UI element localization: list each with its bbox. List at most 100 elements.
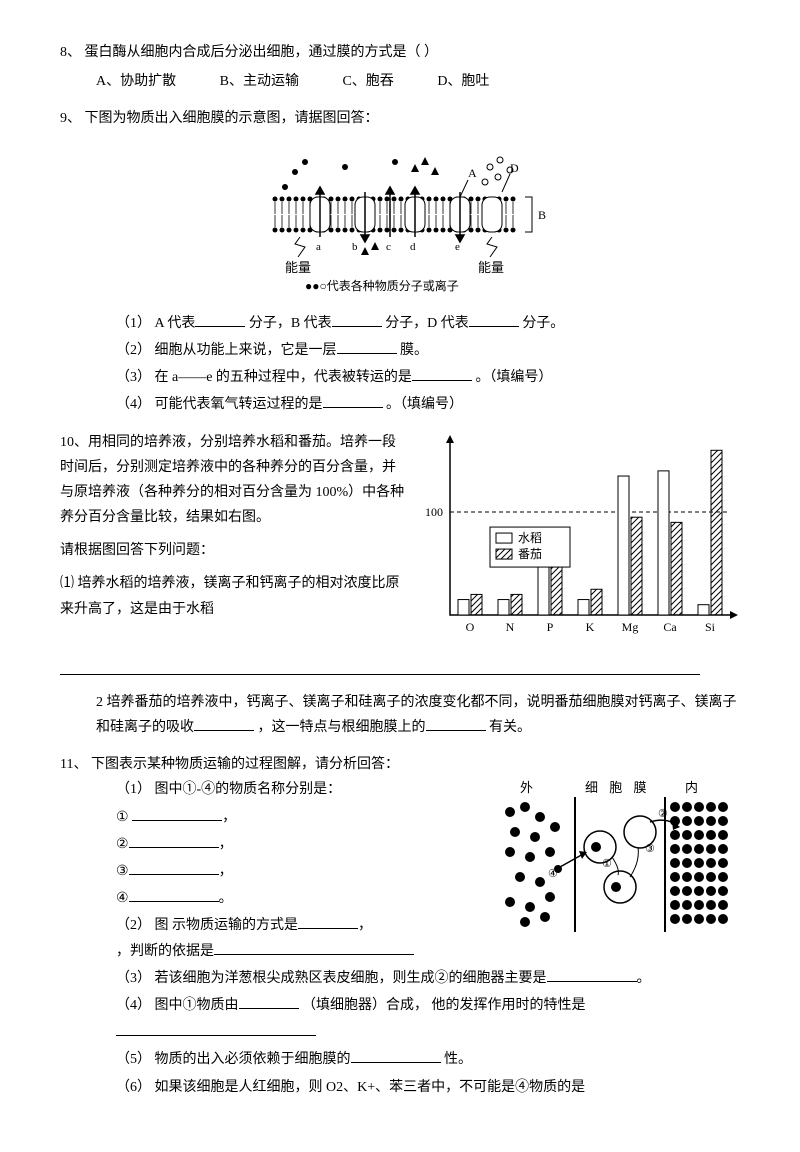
q11-s6-text: （6） 如果该细胞是人红细胞，则 O2、K+、苯三者中，不可能是④物质的是 [116, 1080, 585, 1095]
q11-item1: ① ， [116, 805, 490, 830]
q11-s1: （1） 图中①-④的物质名称分别是： [116, 777, 490, 802]
svg-text:①: ① [602, 858, 612, 870]
q8-option-a: A、协助扩散 [96, 69, 176, 94]
svg-text:③: ③ [645, 843, 655, 855]
blank [239, 993, 299, 1009]
q10-intro2: 请根据图回答下列问题： [60, 538, 408, 563]
q11-s5a: （5） 物质的出入必须依赖于细胞膜的 [116, 1052, 351, 1067]
blank [129, 859, 219, 875]
q9-s1c: 分子，D 代表 [385, 316, 469, 331]
svg-text:N: N [506, 620, 515, 634]
blank [426, 715, 486, 731]
svg-text:番茄: 番茄 [518, 547, 542, 561]
blank [194, 715, 254, 731]
label-outside: 外 [520, 780, 533, 795]
q11-s5: （5） 物质的出入必须依赖于细胞膜的 性。 [116, 1047, 740, 1072]
svg-text:c: c [386, 241, 391, 253]
svg-text:K: K [586, 620, 595, 634]
blank [412, 365, 472, 381]
q11-text: 下图表示某种物质运输的过程图解，请分析回答： [91, 757, 399, 772]
label-B: B [538, 208, 546, 222]
energy-left: 能量 [285, 260, 311, 275]
q10-intro1: 用相同的培养液，分别培养水稻和番茄。培养一段时间后，分别测定培养液中的各种养分的… [60, 435, 404, 526]
svg-text:100: 100 [425, 505, 443, 519]
q10-s2b: ，这一特点与根细胞膜上的 [258, 720, 426, 735]
svg-text:b: b [352, 241, 358, 253]
q11-item2: ②， [116, 832, 490, 857]
membrane-diagram-svg: B A D [250, 142, 550, 292]
question-8: 8、 蛋白酶从细胞内合成后分泌出细胞，通过膜的方式是（ ） A、协助扩散 B、主… [60, 40, 740, 94]
q8-options: A、协助扩散 B、主动运输 C、胞吞 D、胞吐 [60, 69, 740, 94]
q9-s3b: 。（填编号） [475, 370, 552, 385]
q9-sub2: （2） 细胞从功能上来说，它是一层 膜。 [116, 338, 740, 363]
svg-text:P: P [547, 620, 554, 634]
q10-sub2: 2 培养番茄的培养液中，钙离子、镁离子和硅离子的浓度变化都不同，说明番茄细胞膜对… [60, 690, 740, 740]
blank [547, 966, 637, 982]
svg-text:d: d [410, 241, 416, 253]
energy-right: 能量 [478, 260, 504, 275]
q11-s2a: （2） 图 示物质运输的方式是 [116, 918, 298, 933]
q9-s4a: （4） 可能代表氧气转运过程的是 [116, 397, 323, 412]
q10-s2c: 有关。 [489, 720, 531, 735]
q9-sub3: （3） 在 a——e 的五种过程中，代表被转运的是 。（填编号） [116, 365, 740, 390]
blank [116, 1020, 316, 1036]
q11-s2b: ，判断的依据是 [116, 944, 214, 959]
blank [337, 338, 397, 354]
q11-s3a: （3） 若该细胞为洋葱根尖成熟区表皮细胞，则生成②的细胞器主要是 [116, 971, 547, 986]
q11-s6: （6） 如果该细胞是人红细胞，则 O2、K+、苯三者中，不可能是④物质的是 [116, 1075, 740, 1100]
q8-text: 蛋白酶从细胞内合成后分泌出细胞，通过膜的方式是（ ） [85, 45, 439, 60]
q9-s1a: （1） A 代表 [116, 316, 195, 331]
blank [298, 913, 358, 929]
question-9: 9、 下图为物质出入细胞膜的示意图，请据图回答： B A D [60, 106, 740, 417]
q10-left: 10、用相同的培养液，分别培养水稻和番茄。培养一段时间后，分别测定培养液中的各种… [60, 430, 408, 649]
blank [195, 311, 245, 327]
q10-chart: 100 O N P K Mg Ca Si 水稻 番茄 [420, 430, 740, 649]
q11-s3: （3） 若该细胞为洋葱根尖成熟区表皮细胞，则生成②的细胞器主要是。 [116, 966, 740, 991]
q9-sub4: （4） 可能代表氧气转运过程的是 。（填编号） [116, 392, 740, 417]
q11-left: （1） 图中①-④的物质名称分别是： ① ， ②， ③， ④。 （2） 图 示物… [60, 777, 490, 965]
blank [129, 886, 219, 902]
svg-text:O: O [466, 620, 475, 634]
q11-diagram: 外 细 胞 膜 内 [490, 777, 740, 965]
q10-s1-blank-row [60, 659, 740, 684]
svg-text:e: e [455, 241, 460, 253]
blank [323, 392, 383, 408]
q9-s2b: 膜。 [400, 343, 428, 358]
question-10: 10、用相同的培养液，分别培养水稻和番茄。培养一段时间后，分别测定培养液中的各种… [60, 430, 740, 741]
transport-diagram-svg: 外 细 胞 膜 内 [490, 777, 730, 937]
blank [132, 805, 222, 821]
svg-text:Mg: Mg [622, 620, 639, 634]
svg-text:②: ② [658, 808, 668, 820]
svg-text:Ca: Ca [663, 620, 677, 634]
svg-text:Si: Si [705, 620, 716, 634]
q9-subitems: （1） A 代表 分子，B 代表 分子，D 代表 分子。 （2） 细胞从功能上来… [60, 311, 740, 418]
q9-text: 下图为物质出入细胞膜的示意图，请据图回答： [85, 111, 379, 126]
q9-s2a: （2） 细胞从功能上来说，它是一层 [116, 343, 337, 358]
q9-membrane-figure: B A D [60, 142, 740, 301]
q8-option-c: C、胞吞 [342, 69, 393, 94]
q11-s2: （2） 图 示物质运输的方式是， ，判断的依据是 [116, 913, 490, 963]
svg-text:a: a [316, 241, 321, 253]
q9-sub1: （1） A 代表 分子，B 代表 分子，D 代表 分子。 [116, 311, 740, 336]
q9-s1b: 分子，B 代表 [249, 316, 332, 331]
label-A: A [468, 166, 477, 180]
q11-s4b: （填细胞器）合成， 他的发挥作用时的特性是 [302, 998, 586, 1013]
label-inside: 内 [685, 780, 698, 795]
q11-subitems-cont: （3） 若该细胞为洋葱根尖成熟区表皮细胞，则生成②的细胞器主要是。 （4） 图中… [60, 966, 740, 1100]
q9-s3a: （3） 在 a——e 的五种过程中，代表被转运的是 [116, 370, 412, 385]
q11-s4a: （4） 图中①物质由 [116, 998, 239, 1013]
blank [60, 659, 700, 675]
q11-s5b: 性。 [444, 1052, 472, 1067]
q8-option-d: D、胞吐 [437, 69, 489, 94]
q10-number: 10、 [60, 435, 88, 450]
blank [469, 311, 519, 327]
blank [129, 832, 219, 848]
blank [214, 939, 414, 955]
svg-text:水稻: 水稻 [518, 531, 542, 545]
q9-caption: ●●○代表各种物质分子或离子 [305, 278, 459, 292]
q10-s1: ⑴ 培养水稻的培养液，镁离子和钙离子的相对浓度比原来升高了，这是由于水稻 [60, 576, 400, 616]
q11-item4: ④。 [116, 886, 490, 911]
label-membrane: 细 胞 膜 [585, 780, 651, 795]
q11-number: 11、 [60, 757, 87, 772]
bar-chart-svg: 100 O N P K Mg Ca Si 水稻 番茄 [420, 430, 740, 640]
